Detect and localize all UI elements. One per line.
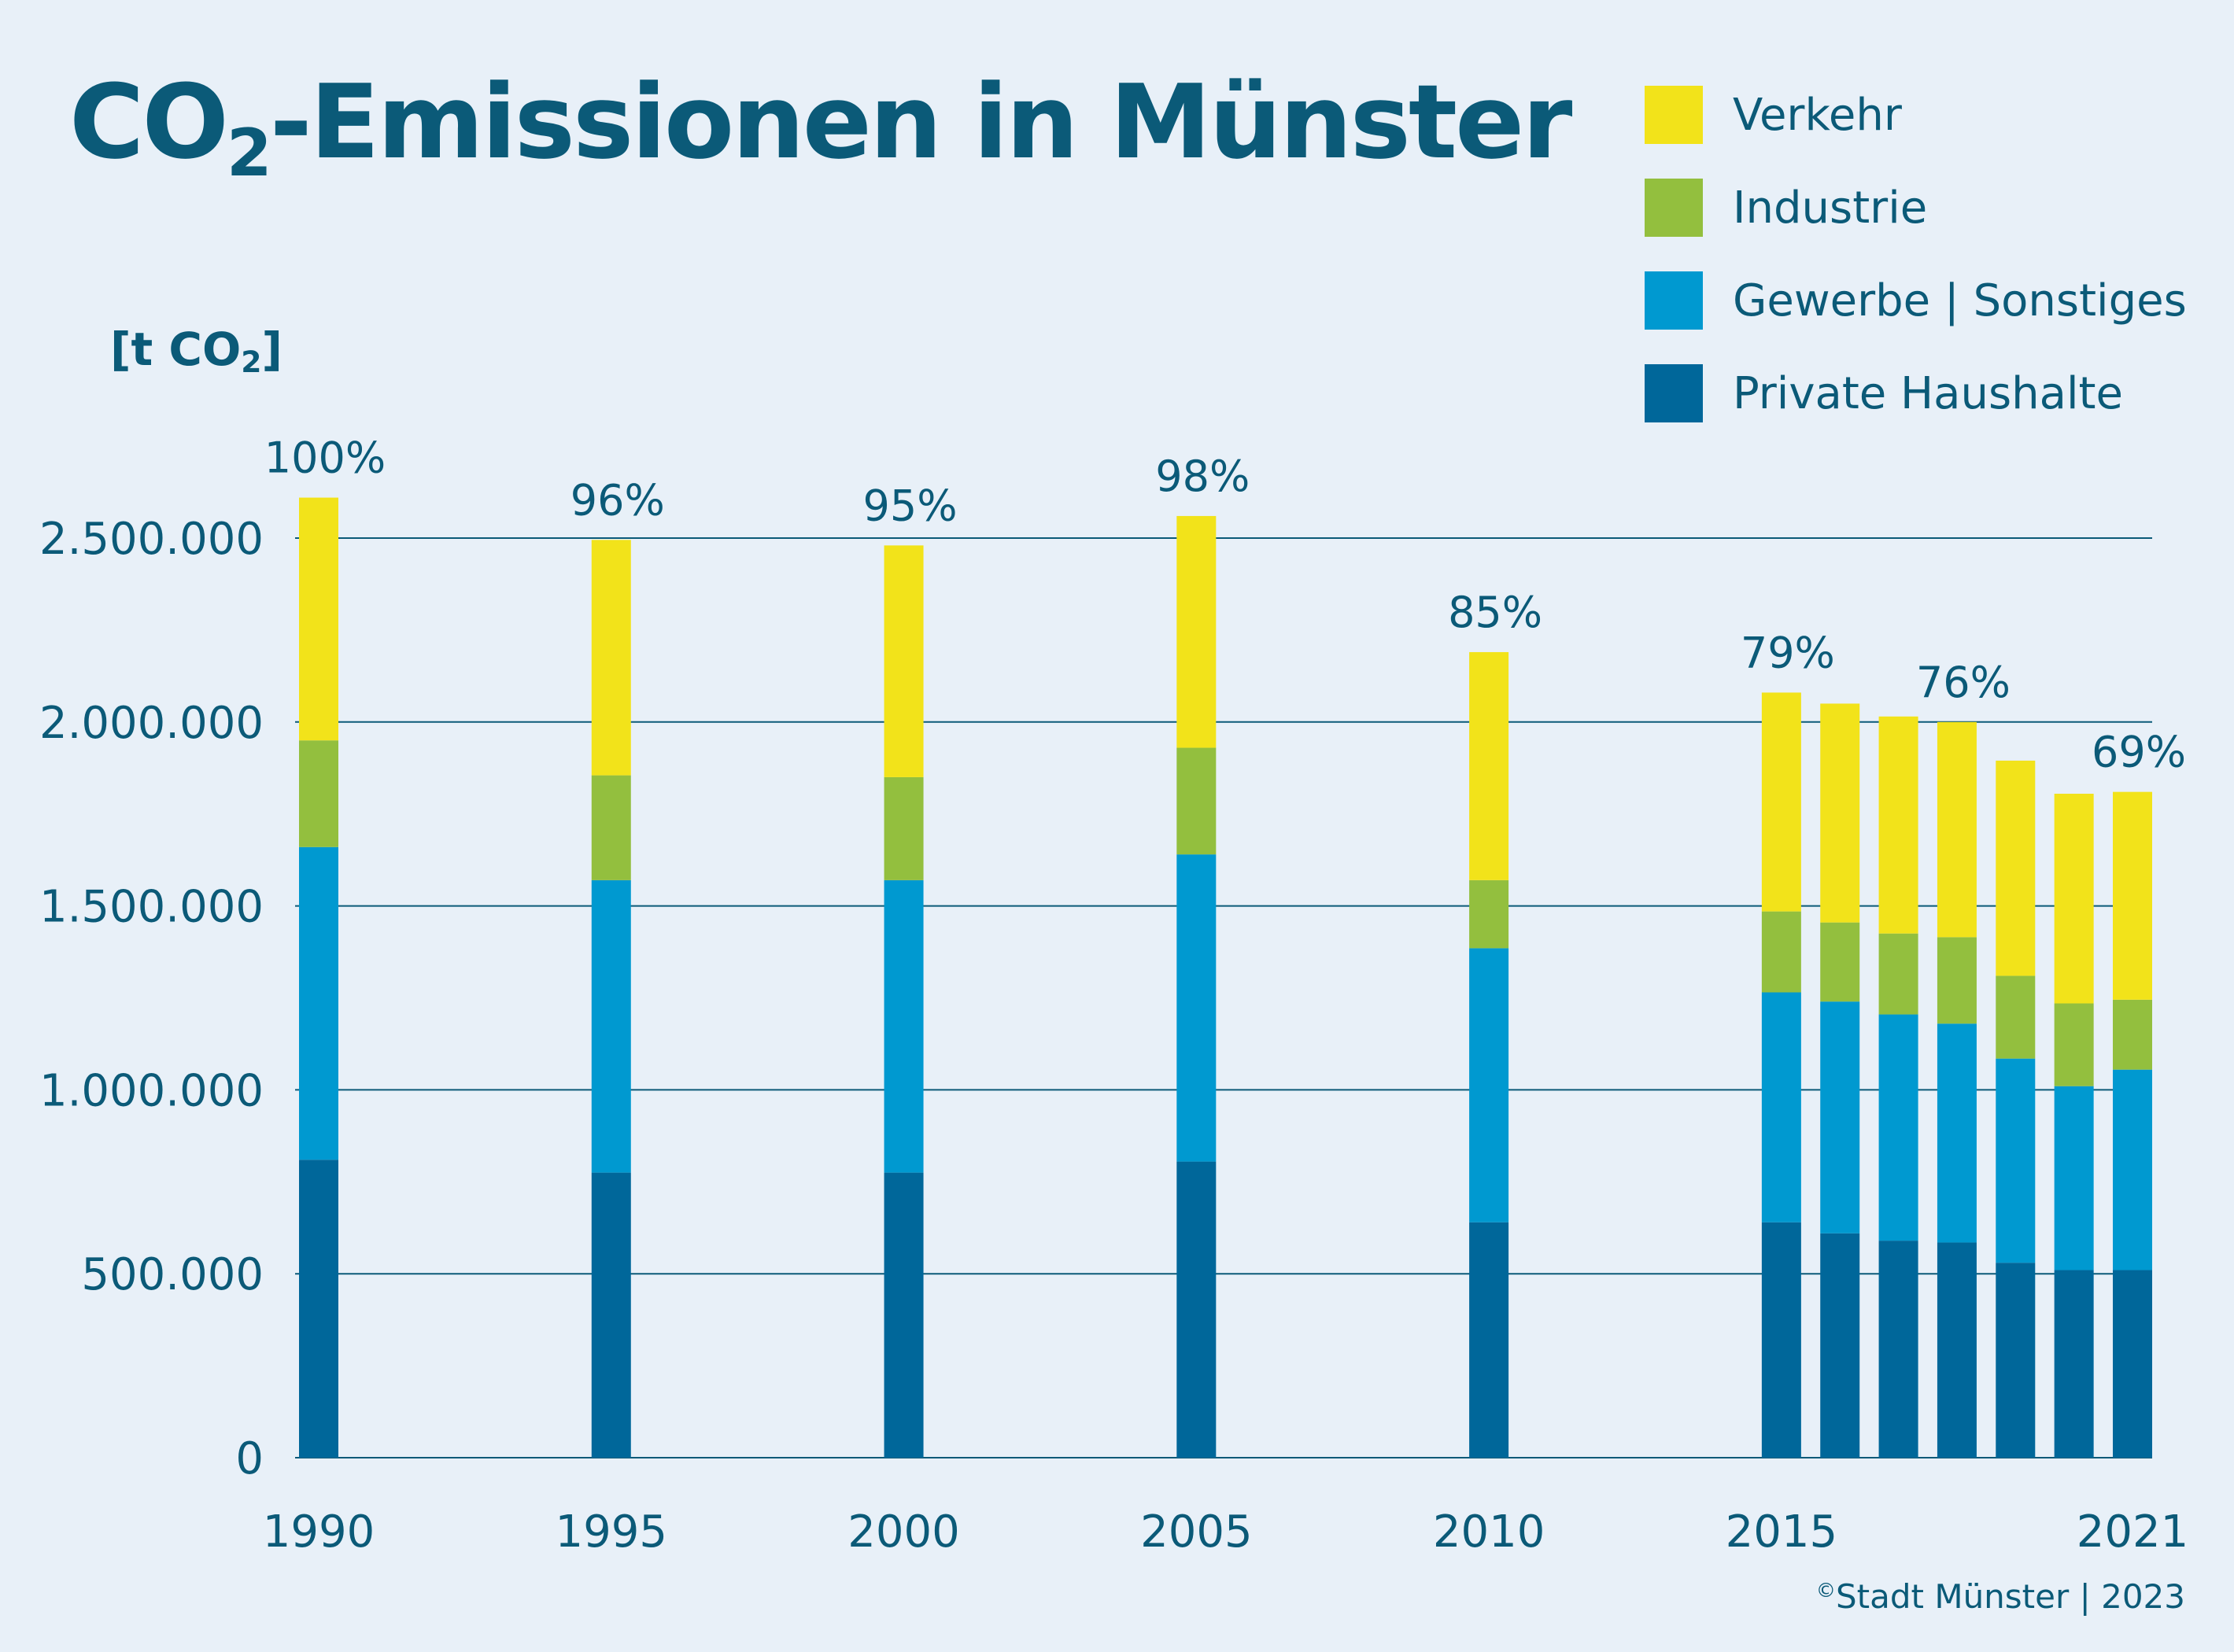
x-tick-label: 2005 (1140, 1506, 1253, 1558)
legend-label: Verkehr (1733, 89, 1902, 141)
bar-segment (1761, 692, 1801, 912)
bar-segment (2113, 1270, 2152, 1458)
bar-segment (1176, 1161, 1217, 1458)
bar-segment (1761, 992, 1801, 1222)
y-tick-label: 500.000 (81, 1249, 264, 1300)
bar-segment (884, 545, 924, 777)
bar-segment (1469, 948, 1509, 1222)
bar-segment (1878, 933, 1918, 1015)
legend-item-1: Industrie (1645, 179, 2187, 237)
bar-segment (1176, 515, 1217, 748)
legend-swatch (1645, 364, 1703, 422)
bar-segment (591, 879, 631, 1173)
bar-segment (1937, 721, 1977, 938)
percent-label: 95% (863, 481, 958, 530)
bar-segment (1996, 975, 2036, 1059)
percent-label: 96% (571, 475, 665, 525)
x-tick-label: 1990 (263, 1506, 375, 1558)
unit-subscript: 2 (241, 345, 262, 380)
legend-item-3: Private Haushalte (1645, 364, 2187, 422)
legend-swatch (1645, 271, 1703, 330)
legend-swatch (1645, 86, 1703, 144)
bar-segment (1469, 879, 1509, 949)
title-suffix: -Emissionen in Münster (269, 62, 1573, 182)
x-tick-label: 2000 (847, 1506, 960, 1558)
bar-segment (1996, 760, 2036, 976)
bar-segment (1761, 911, 1801, 993)
bar-segment (1878, 1014, 1918, 1241)
legend-label: Gewerbe | Sonstiges (1733, 275, 2187, 326)
bar-segment (1820, 1001, 1860, 1233)
x-tick-label: 2010 (1433, 1506, 1545, 1558)
bar-segment (2054, 1003, 2094, 1086)
y-tick-label: 2.500.000 (39, 514, 264, 565)
bar-segment (591, 775, 631, 880)
bar-segment (299, 846, 338, 1160)
bar-segment (2113, 999, 2152, 1070)
legend-item-0: Verkehr (1645, 86, 2187, 144)
unit-open: [t CO (110, 323, 242, 376)
bar-segment (1996, 1263, 2036, 1458)
bar-segment (299, 497, 338, 741)
bar-segment (1469, 1222, 1509, 1458)
percent-label: 76% (1916, 658, 2011, 707)
chart-legend: Verkehr Industrie Gewerbe | Sonstiges Priva… (1645, 86, 2187, 458)
bar-segment (591, 540, 631, 776)
bar-segment (1937, 1023, 1977, 1243)
percent-label: 85% (1448, 588, 1542, 637)
copyright-note: ©Stadt Münster | 2023 (1816, 1577, 2185, 1616)
bar-segment (2113, 1069, 2152, 1270)
x-tick-label: 1995 (556, 1506, 668, 1558)
x-tick-label: 2015 (1726, 1506, 1838, 1558)
y-axis-unit-label: [t CO2] (110, 323, 283, 380)
bar-segment (1176, 854, 1217, 1162)
bar-segment (884, 1172, 924, 1458)
bar-segment (884, 776, 924, 880)
title-subscript: 2 (226, 115, 272, 192)
bar-segment (1469, 651, 1509, 880)
bar-segment (1820, 1233, 1860, 1458)
legend-item-2: Gewerbe | Sonstiges (1645, 271, 2187, 330)
bar-segment (1176, 747, 1217, 855)
bar-segment (299, 740, 338, 847)
y-tick-label: 2.000.000 (39, 698, 264, 749)
percent-label: 98% (1155, 452, 1250, 501)
y-tick-label: 1.000.000 (39, 1065, 264, 1116)
copyright-symbol: © (1815, 1579, 1836, 1602)
legend-label: Private Haushalte (1733, 367, 2123, 419)
bar-segment (1937, 1242, 1977, 1458)
legend-swatch (1645, 179, 1703, 237)
bar-segment (1878, 716, 1918, 934)
y-tick-label: 0 (235, 1433, 264, 1484)
x-tick-label: 2021 (2077, 1506, 2189, 1558)
bar-segment (299, 1160, 338, 1458)
bar-segment (1820, 922, 1860, 1002)
unit-close: ] (261, 323, 283, 376)
bar-segment (2054, 1086, 2094, 1270)
percent-label: 79% (1741, 628, 1835, 677)
copyright-text: Stadt Münster | 2023 (1835, 1577, 2185, 1616)
percent-label: 100% (264, 433, 386, 483)
bar-segment (591, 1172, 631, 1458)
bar-segment (2054, 1270, 2094, 1458)
bar-segment (1878, 1241, 1918, 1458)
bar-segment (1937, 937, 1977, 1024)
bar-segment (2113, 791, 2152, 1000)
bar-segment (1820, 703, 1860, 923)
bar-segment (884, 879, 924, 1173)
title-prefix: CO (69, 62, 229, 182)
bar-segment (1761, 1222, 1801, 1458)
y-tick-label: 1.500.000 (39, 882, 264, 933)
legend-label: Industrie (1733, 182, 1928, 234)
bar-segment (1996, 1058, 2036, 1263)
bar-segment (2054, 793, 2094, 1004)
percent-label: 69% (2092, 728, 2186, 777)
chart-title: CO2-Emissionen in Münster (69, 71, 1572, 186)
